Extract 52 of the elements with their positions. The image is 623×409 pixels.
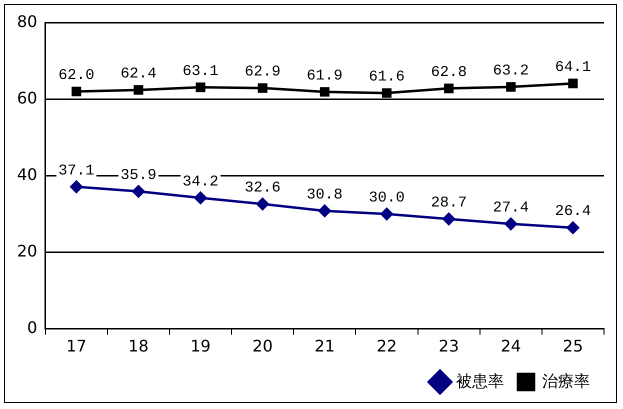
point (506, 82, 516, 92)
point (196, 82, 206, 92)
x-tick-label: 21 (314, 336, 335, 356)
y-tick-label: 60 (17, 88, 38, 108)
point (444, 84, 454, 94)
point (380, 208, 393, 220)
point (72, 86, 82, 96)
point (132, 185, 145, 198)
point (442, 212, 456, 226)
x-tick-label: 24 (500, 336, 522, 356)
data-label: 62.0 (58, 66, 94, 84)
y-tick-label: 0 (27, 318, 38, 337)
data-label: 26.4 (554, 203, 591, 220)
data-label: 35.9 (120, 166, 156, 184)
data-label: 62.8 (430, 64, 467, 81)
point (504, 218, 518, 230)
point (382, 88, 392, 98)
data-label: 63.2 (492, 62, 529, 80)
x-tick-label: 22 (376, 336, 397, 356)
data-label: 37.1 (58, 162, 94, 180)
data-label: 34.2 (182, 173, 219, 190)
y-tick-label: 40 (17, 164, 38, 184)
legend-label: 被患率 (456, 372, 504, 390)
data-label: 27.4 (492, 199, 529, 216)
point (256, 198, 269, 210)
x-tick-label: 17 (66, 336, 87, 356)
point (70, 180, 83, 194)
data-label: 28.7 (430, 194, 467, 212)
point (320, 87, 330, 97)
x-tick-label: 18 (128, 336, 149, 356)
data-label: 30.8 (306, 186, 343, 204)
y-tick-label: 20 (17, 241, 38, 260)
data-label: 61.9 (306, 67, 343, 84)
point (318, 204, 331, 218)
x-tick-label: 19 (190, 336, 211, 356)
data-label: 61.6 (368, 68, 405, 86)
point (194, 192, 207, 204)
point (134, 85, 144, 95)
y-tick-label: 80 (17, 12, 38, 31)
point (566, 222, 580, 234)
data-label: 63.1 (182, 62, 219, 80)
data-label: 32.6 (244, 179, 281, 196)
x-tick-label: 20 (252, 336, 273, 356)
data-label: 30.0 (368, 189, 405, 206)
point (568, 78, 578, 88)
data-label: 64.1 (554, 58, 591, 76)
data-label: 62.9 (244, 64, 281, 81)
x-tick-label: 25 (562, 336, 584, 356)
point (258, 83, 268, 93)
x-tick-label: 23 (438, 336, 459, 356)
legend-label: 治療率 (542, 372, 590, 390)
data-label: 62.4 (120, 65, 156, 82)
